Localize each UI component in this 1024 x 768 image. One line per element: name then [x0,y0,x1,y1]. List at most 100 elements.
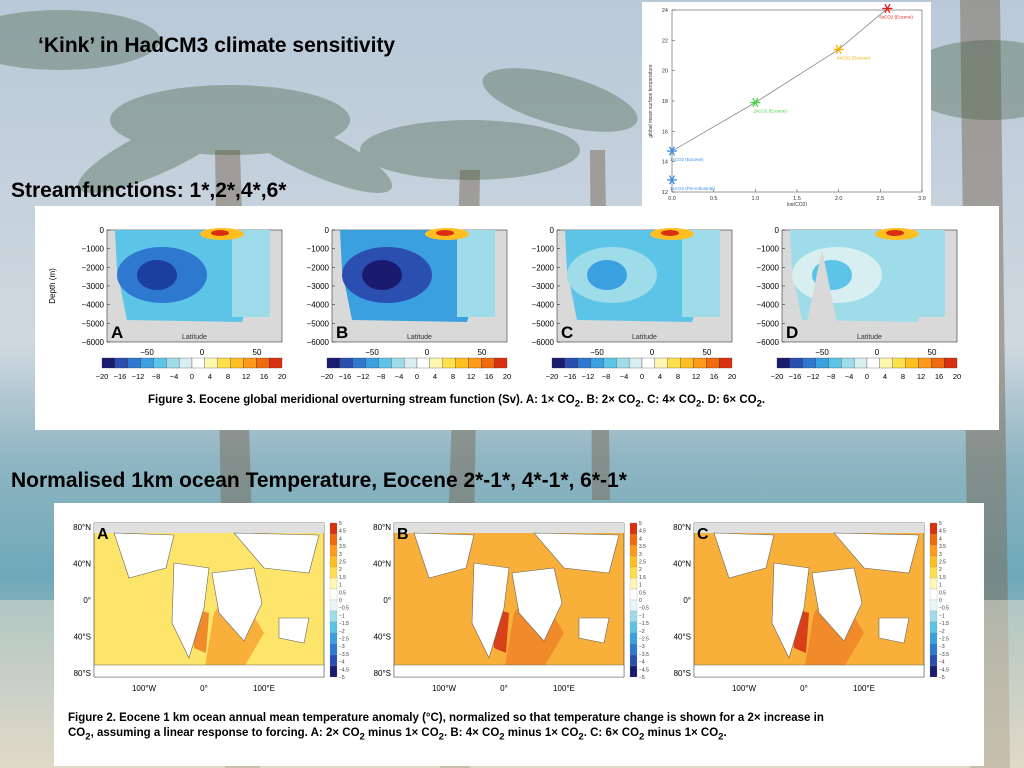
colorbar-swatch [178,357,193,369]
y-tick-label: 14 [662,160,668,166]
colorbar-tick-label: 2 [939,567,942,573]
colorbar-swatch [378,357,392,369]
panel-xlabel: Latitude [407,334,432,341]
colorbar-swatch [929,665,938,678]
depth-tick-label: −2000 [757,263,780,272]
depth-tick-label: 0 [100,226,105,235]
colorbar-swatch [114,357,128,369]
colorbar-swatch [230,357,244,369]
figure3-caption: Figure 3. Eocene global meridional overt… [148,394,766,410]
continent-africa [811,567,863,642]
colorbar-tick-label: 4.5 [639,529,646,535]
colorbar-swatch [326,357,341,369]
colorbar-swatch [929,555,938,568]
colorbar-swatch [481,357,495,369]
colorbar-tick-label: −8 [602,372,611,381]
colorbar-swatch [339,357,353,369]
colorbar-swatch [776,357,791,369]
colorbar-tick-label: 16 [485,372,493,381]
colorbar-tick-label: 0.5 [639,590,646,596]
colorbar-tick-label: −5 [939,675,945,681]
colorbar-tick-label: 1.5 [339,575,346,581]
continent-north-america [113,532,175,579]
colorbar-swatch [929,588,938,601]
colorbar-tick-label: 20 [728,372,736,381]
fit-line [671,8,888,152]
panel-letter: C [697,526,709,543]
colorbar-swatch [929,577,938,590]
latitude-tick-label: 40°S [674,633,691,642]
colorbar-swatch [603,357,617,369]
colorbar-tick-label: −0.5 [339,606,349,612]
colorbar-swatch [416,357,431,369]
colorbar-tick-label: −4.5 [639,667,649,673]
colorbar-tick-label: −3 [639,644,645,650]
colorbar-swatch [329,599,338,612]
streamfunction-panel-c: C Latitude0−1000−2000−3000−4000−5000−6000… [532,226,737,381]
y-tick-label: 12 [662,190,668,196]
colorbar-swatch [391,357,405,369]
colorbar-tick-label: −4 [170,372,179,381]
colorbar-tick-label: 2.5 [639,560,646,566]
x-tick-label: 3.0 [918,196,926,202]
colorbar-tick-label: 2 [339,567,342,573]
southern-cell [682,230,720,317]
colorbar-swatch [929,632,938,645]
longitude-tick-label: 0° [500,684,508,693]
longitude-tick-label: 100°E [553,684,575,693]
colorbar-swatch [943,357,958,369]
latitude-tick-label: 50 [928,348,937,357]
streamfunction-panel-a: A Latitude0−1000−2000−3000−4000−5000−6000… [48,226,286,381]
colorbar-swatch [879,357,893,369]
colorbar-tick-label: −1.5 [939,621,949,627]
colorbar-tick-label: −3.5 [339,652,349,658]
colorbar-swatch [905,357,919,369]
x-tick-label: 2.5 [877,196,885,202]
continent-north-america [713,532,775,579]
colorbar-tick-label: −0.5 [639,606,649,612]
colorbar-swatch [329,665,338,678]
colorbar-tick-label: 4 [339,536,342,542]
arctic-land [394,523,624,533]
latitude-tick-label: 40°S [374,633,391,642]
climate-sensitivity-scatter-chart: 0.0 0.5 1.0 1.5 2.0 2.5 3.0 12 14 16 18 20 22 24 log(C… [648,3,926,208]
southern-cell [232,230,270,317]
colorbar-tick-label: −4 [639,660,645,666]
colorbar-tick-label: −3 [339,644,345,650]
colorbar-tick-label: 12 [692,372,700,381]
colorbar-swatch [268,357,283,369]
colorbar-swatch [204,357,218,369]
longitude-tick-label: 0° [200,684,208,693]
colorbar-tick-label: −12 [582,372,595,381]
continent-eurasia [233,532,320,574]
depth-tick-label: −3000 [757,282,780,291]
depth-tick-label: −6000 [82,338,105,347]
temperature-anomaly-figure: A 80°N 40°N 0° 40°S 80°S 100°W 0° 100°E 5 4.5 4 3.5 3… [54,503,984,766]
depth-tick-label: −1000 [532,245,555,254]
latitude-tick-label: 80°S [374,669,391,678]
colorbar-tick-label: 4 [433,372,437,381]
colorbar-swatch [442,357,456,369]
surface-max [661,230,679,236]
colorbar-tick-label: 4 [939,536,942,542]
continent-south-america [771,562,810,659]
colorbar-swatch [828,357,842,369]
colorbar-swatch [564,357,578,369]
panel-letter: D [786,323,798,342]
colorbar-swatch [329,566,338,579]
latitude-tick-label: −50 [590,348,604,357]
colorbar-swatch [931,357,945,369]
colorbar-tick-label: 1 [939,583,942,589]
colorbar-swatch [403,357,418,369]
colorbar-tick-label: 0 [939,598,942,604]
colorbar-tick-label: 2 [639,567,642,573]
colorbar-swatch [127,357,141,369]
data-point [667,175,677,185]
depth-tick-label: −6000 [757,338,780,347]
colorbar-swatch [329,588,338,601]
panel-xlabel: Latitude [632,334,657,341]
colorbar-tick-label: 5 [639,521,642,527]
colorbar-tick-label: −4 [939,660,945,666]
colorbar-swatch [629,665,638,678]
title-kink-heading: ‘Kink’ in HadCM3 climate sensitivity [38,34,396,57]
